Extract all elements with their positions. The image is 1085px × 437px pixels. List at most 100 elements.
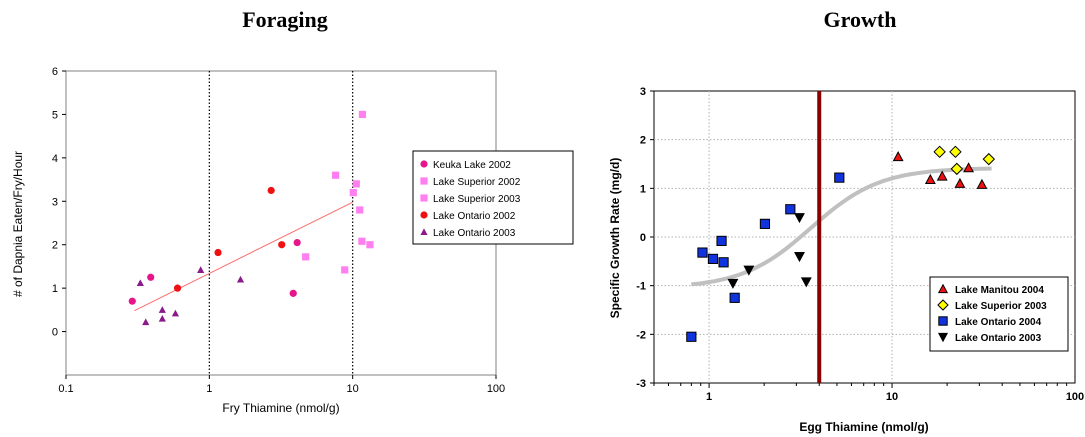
legend-label: Lake Ontario 2003 (955, 333, 1042, 344)
foraging-legend: Keuka Lake 2002 Lake Superior 2002 Lake Su… (412, 150, 574, 245)
data-point (936, 170, 948, 181)
legend-label: Keuka Lake 2002 (433, 160, 511, 171)
trendline (134, 201, 353, 312)
data-point (302, 253, 310, 261)
data-point (933, 145, 946, 159)
data-point (794, 252, 805, 263)
legend-marker (420, 160, 428, 168)
y-tick-label: 6 (52, 66, 58, 78)
legend-label: Lake Superior 2003 (433, 194, 521, 205)
data-point (158, 306, 166, 313)
growth-legend-box (929, 276, 1069, 352)
y-tick-label: 3 (640, 86, 646, 98)
data-point (707, 253, 719, 265)
data-point (697, 247, 708, 258)
data-point (214, 248, 222, 257)
growth-legend: Lake Manitou 2004 Lake Superior 2003 Lake … (929, 276, 1069, 352)
data-point (743, 265, 755, 276)
growth-x-axis-label: Egg Thiamine (nmol/g) (799, 420, 928, 434)
y-tick-label: 5 (52, 109, 58, 121)
data-point (924, 173, 936, 184)
x-tick-label: 10 (886, 391, 898, 403)
data-point (349, 189, 357, 197)
legend-marker (938, 316, 948, 326)
data-point (289, 289, 297, 297)
data-point (356, 206, 364, 214)
data-point (949, 145, 962, 159)
x-tick-label: 100 (1066, 391, 1084, 403)
data-point (136, 279, 144, 286)
data-point (197, 266, 205, 273)
data-point (963, 162, 975, 173)
fit-curve (691, 166, 992, 287)
legend-marker (420, 211, 428, 219)
x-tick-label: 0.1 (58, 383, 73, 395)
y-tick-label: 2 (52, 240, 58, 252)
data-point (173, 284, 182, 292)
data-point (366, 241, 374, 249)
growth-chart: Growth -3 -2 -1 0 1 2 3 1 10 100 Egg Thiamine (n… (608, 7, 1084, 434)
foraging-title: Foraging (242, 7, 328, 32)
data-point (794, 213, 805, 224)
data-point (976, 178, 988, 189)
y-tick-label: 0 (52, 327, 58, 339)
foraging-legend-box (412, 150, 574, 245)
data-point (834, 172, 845, 183)
data-point (331, 171, 340, 179)
legend-label: Lake Manitou 2004 (955, 285, 1044, 296)
x-tick-label: 1 (206, 383, 212, 395)
data-point (686, 331, 697, 342)
data-point (147, 273, 155, 281)
data-point (358, 110, 367, 119)
legend-label: Lake Superior 2003 (955, 301, 1047, 312)
legend-label: Lake Ontario 2002 (433, 211, 516, 222)
foraging-y-axis-label: # of Dapnia Eaten/Fry/Hour (11, 151, 25, 297)
legend-label: Lake Ontario 2004 (955, 317, 1042, 328)
data-point (341, 266, 349, 274)
data-point (759, 218, 771, 229)
x-tick-label: 100 (487, 383, 505, 395)
data-point (729, 292, 740, 303)
legend-marker (420, 194, 428, 202)
data-point (293, 238, 301, 247)
data-point (727, 278, 739, 289)
y-tick-label: -1 (636, 281, 646, 293)
data-point (950, 162, 964, 176)
data-point (352, 180, 360, 188)
data-point (158, 314, 166, 322)
y-tick-label: 1 (52, 283, 58, 295)
x-tick-label: 10 (347, 383, 359, 395)
data-point (236, 275, 245, 283)
data-point (982, 152, 996, 166)
legend-label: Lake Ontario 2003 (433, 228, 516, 239)
legend-marker (937, 299, 949, 311)
data-point (954, 177, 966, 188)
data-point (128, 297, 136, 305)
x-tick-label: 1 (706, 391, 712, 403)
y-tick-label: 0 (640, 232, 646, 244)
y-tick-label: 4 (52, 153, 58, 165)
foraging-chart: Foraging 0 1 2 3 4 5 6 0.1 1 10 100 Fry Thiamine … (11, 7, 574, 415)
data-point (785, 204, 796, 215)
y-tick-label: -2 (636, 329, 646, 341)
legend-marker (420, 177, 428, 185)
data-point (718, 257, 729, 268)
growth-title: Growth (824, 7, 897, 32)
y-tick-label: 1 (640, 183, 646, 195)
y-tick-label: 3 (52, 196, 58, 208)
data-point (800, 277, 812, 288)
growth-y-axis-label: Specific Growth Rate (mg/d) (608, 158, 622, 319)
data-point (267, 186, 275, 195)
legend-label: Lake Superior 2002 (433, 177, 521, 188)
y-tick-label: 2 (640, 135, 646, 147)
data-point (278, 241, 286, 249)
legend-marker (937, 283, 949, 294)
data-point (892, 151, 904, 162)
data-point (358, 237, 366, 245)
legend-marker (937, 332, 949, 343)
data-point (716, 235, 727, 246)
foraging-x-axis-label: Fry Thiamine (nmol/g) (222, 401, 339, 415)
legend-marker (420, 228, 428, 236)
data-point (142, 318, 150, 326)
